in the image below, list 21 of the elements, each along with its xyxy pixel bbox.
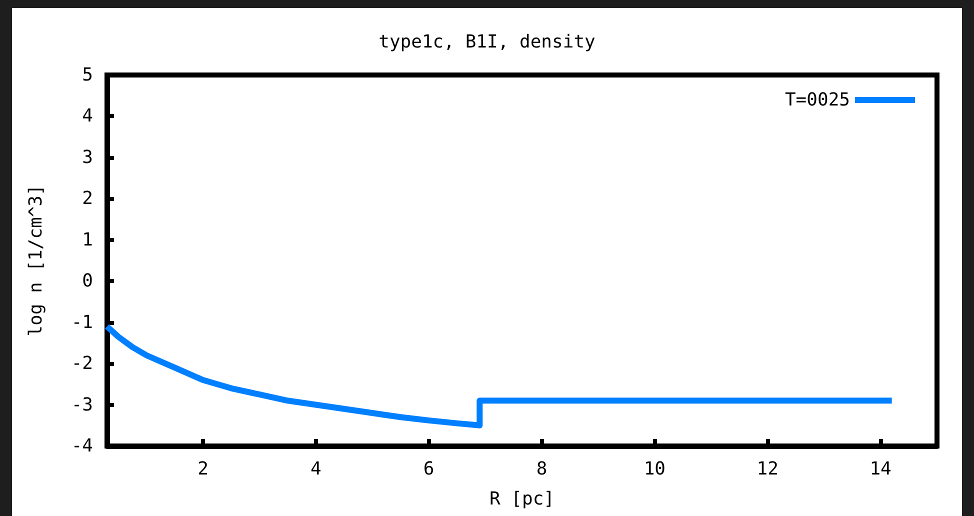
y-tick-label: -2 [71, 353, 93, 374]
y-tick-label: -3 [71, 394, 93, 416]
x-tick-label: 4 [310, 458, 322, 480]
x-tick-label: 2 [198, 458, 208, 480]
legend-label: T=0025 [784, 90, 850, 110]
x-tick-label: 10 [644, 458, 666, 480]
y-tick-label: 5 [82, 64, 93, 86]
y-tick-label: -4 [71, 436, 93, 456]
x-tick-label: 12 [756, 458, 778, 480]
y-tick-label: 2 [82, 188, 93, 210]
y-tick-label: 0 [82, 270, 93, 292]
y-tick-label: 3 [82, 146, 93, 168]
y-tick-label: -1 [71, 312, 93, 333]
x-tick-label: 14 [870, 458, 892, 480]
x-axis-title: R [pc] [489, 488, 555, 510]
y-tick-label: 1 [82, 229, 93, 250]
y-axis-title: log n [1/cm^3] [26, 184, 46, 336]
chart-title: type1c, B1I, density [378, 32, 596, 52]
x-tick-label: 8 [536, 458, 548, 480]
y-tick-label: 4 [82, 106, 93, 127]
x-tick-label: 6 [423, 458, 434, 480]
